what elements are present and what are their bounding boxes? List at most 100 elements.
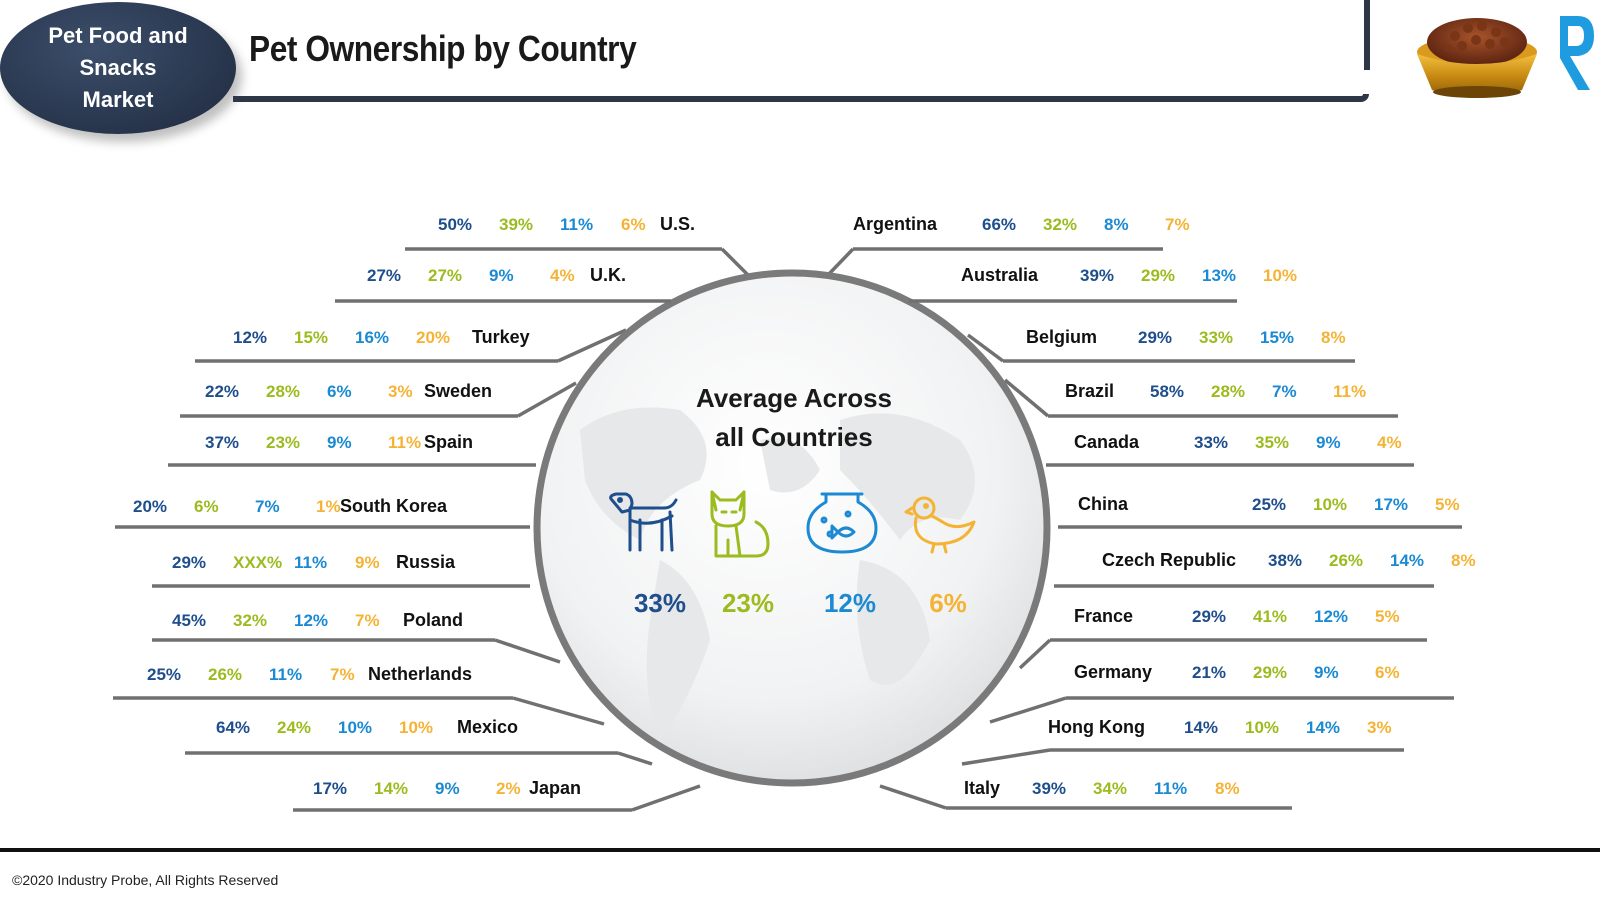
country-label-germany: Germany [1074, 662, 1152, 682]
value-fish-hong-kong: 14% [1306, 718, 1340, 737]
country-row-italy: Italy 39% 34% 11% 8% [946, 778, 1292, 810]
value-fish-south-korea: 7% [255, 497, 280, 516]
value-dog-sweden: 22% [205, 382, 239, 401]
value-cat-netherlands: 26% [208, 665, 242, 684]
value-bird-u-s-: 6% [621, 215, 646, 234]
country-row-brazil: Brazil 58% 28% 7% 11% [1048, 381, 1398, 418]
title-underline [233, 94, 1369, 102]
connector-u-s- [720, 247, 750, 277]
connector-belgium [966, 333, 1005, 363]
value-fish-netherlands: 11% [269, 665, 302, 684]
country-label-mexico: Mexico [457, 717, 518, 737]
value-cat-turkey: 15% [294, 328, 328, 347]
value-bird-poland: 7% [355, 611, 380, 630]
value-bird-russia: 9% [355, 553, 380, 572]
value-dog-russia: 29% [172, 553, 206, 572]
value-bird-czech-republic: 8% [1451, 551, 1476, 570]
value-fish-czech-republic: 14% [1390, 551, 1424, 570]
country-label-australia: Australia [961, 265, 1039, 285]
fish-bowl-icon [806, 492, 878, 554]
country-row-turkey: Turkey 12% 15% 16% 20% [195, 327, 558, 363]
country-row-netherlands: Netherlands 25% 26% 11% 7% [113, 664, 513, 700]
connector-lines [494, 247, 1067, 812]
value-bird-spain: 11% [388, 433, 421, 452]
dog-icon [609, 492, 678, 552]
country-label-china: China [1078, 494, 1129, 514]
country-row-argentina: Argentina 66% 32% 8% 7% [853, 214, 1190, 251]
market-badge: Pet Food and Snacks Market [0, 2, 236, 134]
country-row-belgium: Belgium 29% 33% 15% 8% [1003, 327, 1355, 363]
connector-sweden [517, 381, 577, 418]
value-dog-brazil: 58% [1150, 382, 1184, 401]
country-row-australia: Australia 39% 29% 13% 10% [909, 265, 1297, 303]
value-bird-sweden: 3% [388, 382, 413, 401]
value-fish-poland: 12% [294, 611, 328, 630]
value-fish-u-s-: 11% [560, 215, 593, 234]
value-cat-poland: 32% [233, 611, 267, 630]
title-underline-riser [1362, 0, 1370, 70]
value-cat-france: 41% [1253, 607, 1287, 626]
connector-germany [989, 696, 1067, 724]
connector-netherlands [512, 696, 605, 726]
value-bird-argentina: 7% [1165, 215, 1190, 234]
value-cat-canada: 35% [1255, 433, 1289, 452]
value-dog-mexico: 64% [216, 718, 250, 737]
value-dog-australia: 39% [1080, 266, 1114, 285]
value-cat-italy: 34% [1093, 779, 1127, 798]
value-bird-u-k-: 4% [550, 266, 575, 285]
value-cat-spain: 23% [266, 433, 300, 452]
country-row-south-korea: South Korea 20% 6% 7% 1% [115, 496, 530, 529]
value-bird-germany: 6% [1375, 663, 1400, 682]
value-bird-france: 5% [1375, 607, 1400, 626]
country-row-china: China 25% 10% 17% 5% [1058, 494, 1462, 529]
connector-poland [494, 638, 561, 664]
value-fish-argentina: 8% [1104, 215, 1129, 234]
country-label-france: France [1074, 606, 1133, 626]
value-dog-italy: 39% [1032, 779, 1066, 798]
value-bird-mexico: 10% [399, 718, 433, 737]
country-label-canada: Canada [1074, 432, 1140, 452]
connector-france [1018, 638, 1052, 670]
country-row-czech-republic: Czech Republic 38% 26% 14% 8% [1054, 550, 1476, 588]
country-label-poland: Poland [403, 610, 463, 630]
footer-rule [0, 848, 1600, 852]
value-bird-belgium: 8% [1321, 328, 1346, 347]
value-cat-u-k-: 27% [428, 266, 462, 285]
connector-argentina [826, 247, 855, 277]
value-dog-netherlands: 25% [147, 665, 181, 684]
country-label-czech-republic: Czech Republic [1102, 550, 1236, 570]
country-row-spain: Spain 37% 23% 9% 11% [168, 432, 536, 467]
country-label-u-k-: U.K. [590, 265, 626, 285]
value-fish-belgium: 15% [1260, 328, 1294, 347]
value-bird-japan: 2% [496, 779, 521, 798]
value-dog-poland: 45% [172, 611, 206, 630]
value-bird-australia: 10% [1263, 266, 1297, 285]
value-cat-brazil: 28% [1211, 382, 1245, 401]
country-label-russia: Russia [396, 552, 456, 572]
country-label-hong-kong: Hong Kong [1048, 717, 1145, 737]
value-cat-russia: XXX% [233, 553, 282, 572]
value-fish-brazil: 7% [1272, 382, 1297, 401]
average-value-fish: 12% [824, 588, 876, 618]
value-fish-japan: 9% [435, 779, 460, 798]
value-bird-south-korea: 1% [316, 497, 341, 516]
country-row-hong-kong: Hong Kong 14% 10% 14% 3% [1048, 717, 1404, 752]
value-fish-china: 17% [1374, 495, 1408, 514]
value-dog-japan: 17% [313, 779, 347, 798]
brand-logo-icon [1560, 16, 1594, 90]
value-dog-belgium: 29% [1138, 328, 1172, 347]
value-dog-china: 25% [1252, 495, 1286, 514]
country-label-spain: Spain [424, 432, 473, 452]
pet-food-bowl-icon [1417, 18, 1537, 98]
country-label-netherlands: Netherlands [368, 664, 472, 684]
country-label-japan: Japan [529, 778, 581, 798]
value-bird-turkey: 20% [416, 328, 450, 347]
value-cat-germany: 29% [1253, 663, 1287, 682]
value-fish-canada: 9% [1316, 433, 1341, 452]
value-fish-russia: 11% [294, 553, 327, 572]
average-title-line-2: all Countries [715, 422, 872, 452]
value-dog-argentina: 66% [982, 215, 1016, 234]
country-label-italy: Italy [964, 778, 1000, 798]
value-dog-canada: 33% [1194, 433, 1228, 452]
